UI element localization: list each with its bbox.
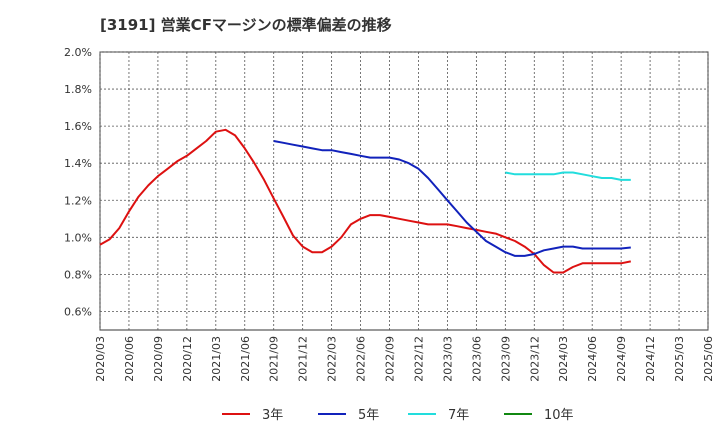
x-tick-label: 2023/12 (528, 336, 541, 382)
y-tick-label: 0.8% (64, 268, 92, 281)
series-line-3 (505, 171, 631, 181)
legend-label-1: 3年 (262, 408, 283, 423)
legend-label-2: 5年 (358, 408, 379, 423)
y-tick-label: 1.6% (64, 120, 92, 133)
y-tick-label: 1.0% (64, 231, 92, 244)
x-tick-label: 2023/03 (441, 336, 454, 382)
x-tick-label: 2024/03 (557, 336, 570, 382)
x-tick-label: 2024/09 (615, 336, 628, 382)
x-tick-label: 2020/12 (181, 336, 194, 382)
y-tick-label: 1.2% (64, 194, 92, 207)
x-tick-label: 2021/03 (210, 336, 223, 382)
series-line-1 (99, 128, 631, 274)
y-tick-label: 0.6% (64, 305, 92, 318)
x-tick-label: 2025/06 (702, 336, 715, 382)
x-tick-label: 2022/12 (412, 336, 425, 382)
chart-title: [3191] 営業CFマージンの標準偏差の推移 (100, 16, 392, 34)
x-tick-label: 2020/03 (94, 336, 107, 382)
legend-label-4: 10年 (544, 408, 574, 423)
y-tick-label: 1.4% (64, 157, 92, 170)
x-tick-label: 2024/06 (586, 336, 599, 382)
x-tick-label: 2025/03 (673, 336, 686, 382)
x-tick-label: 2021/12 (297, 336, 310, 382)
x-tick-label: 2021/09 (268, 336, 281, 382)
x-tick-label: 2023/06 (470, 336, 483, 382)
x-tick-label: 2022/03 (326, 336, 339, 382)
x-tick-label: 2020/06 (123, 336, 136, 382)
series-line-2 (273, 140, 631, 257)
x-tick-label: 2022/09 (384, 336, 397, 382)
x-tick-label: 2024/12 (644, 336, 657, 382)
y-tick-label: 2.0% (64, 46, 92, 59)
x-tick-label: 2022/06 (355, 336, 368, 382)
x-tick-label: 2021/06 (239, 336, 252, 382)
plot-area (99, 51, 709, 331)
x-tick-label: 2023/09 (499, 336, 512, 382)
legend-label-3: 7年 (448, 408, 469, 423)
x-tick-label: 2020/09 (152, 336, 165, 382)
y-tick-label: 1.8% (64, 83, 92, 96)
